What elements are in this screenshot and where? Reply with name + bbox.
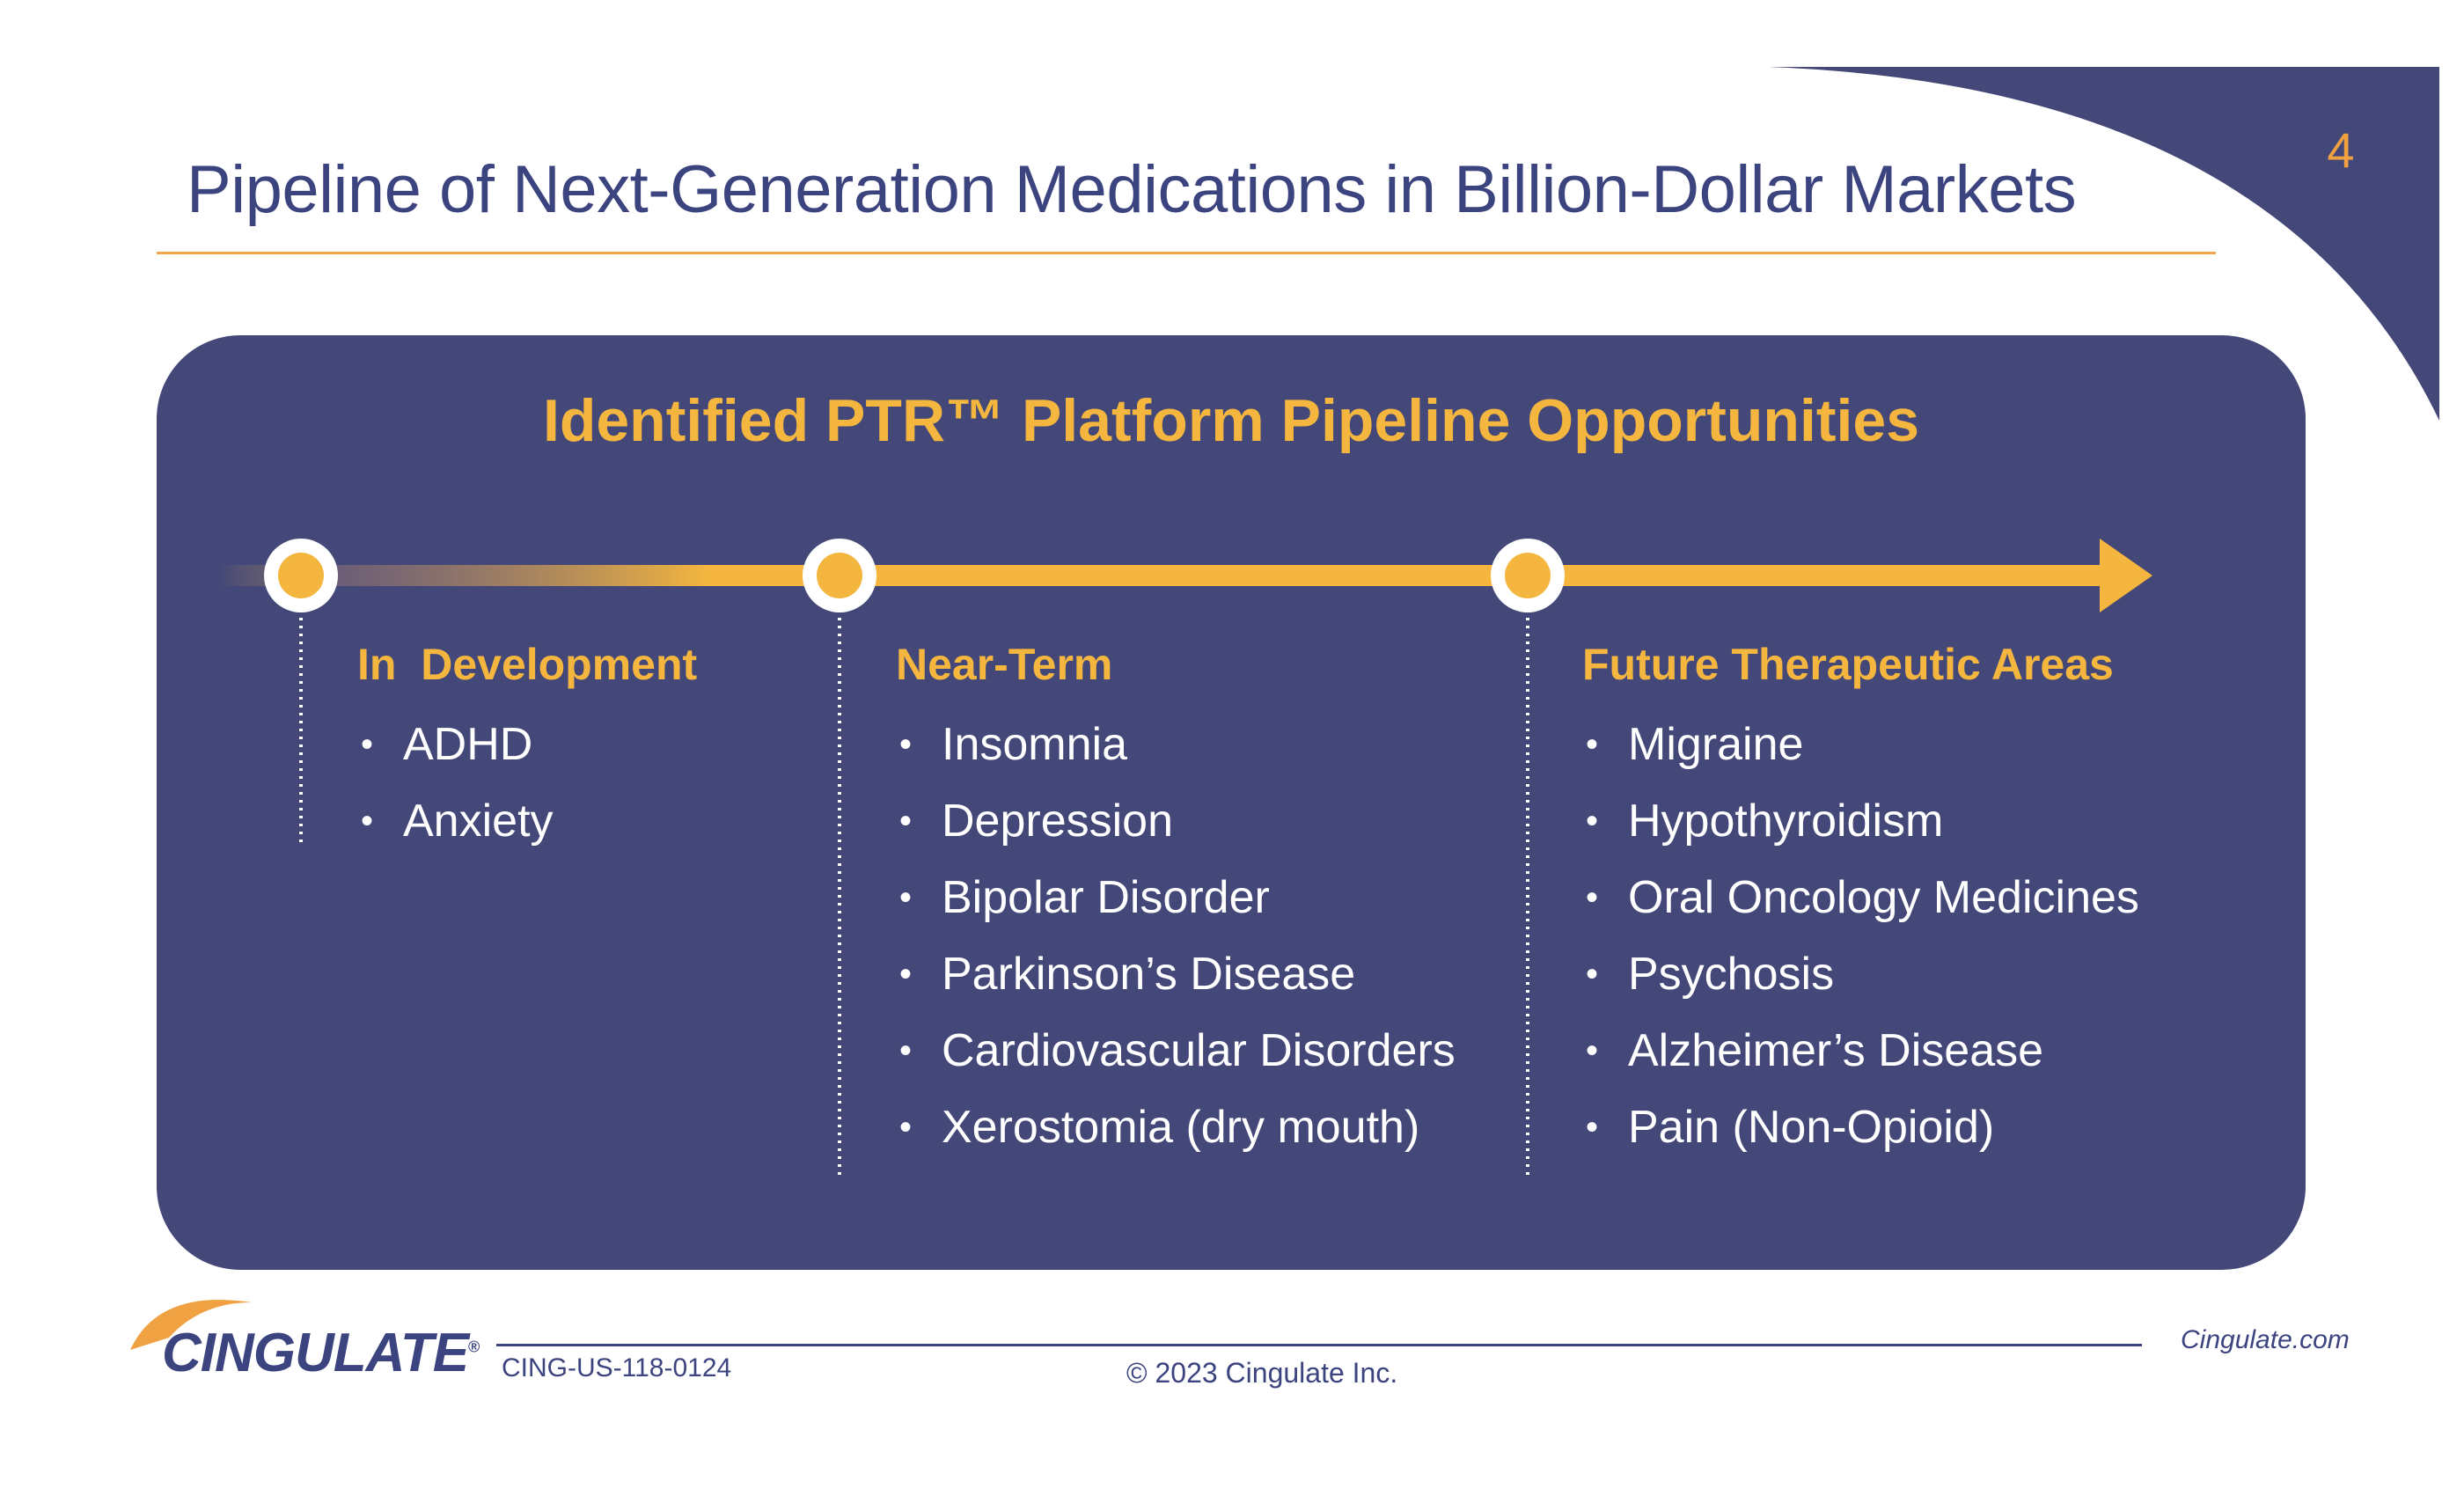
list-item: • Oral Oncology Medicines	[1586, 872, 2139, 923]
column-heading: Future Therapeutic Areas	[1582, 640, 2114, 689]
list-item: • Alzheimer’s Disease	[1586, 1025, 2044, 1076]
logo-swoosh-icon	[130, 1300, 252, 1350]
column-heading: Near-Term	[896, 640, 1113, 689]
website-link[interactable]: Cingulate.com	[2181, 1325, 2350, 1354]
title-divider	[157, 252, 2216, 254]
column-near-term: Near-Term • Insomnia • Depression • Bipolar…	[896, 639, 1456, 1169]
list-item: • Anxiety	[361, 796, 554, 847]
column-in-development: In Development • ADHD • Anxiety	[357, 639, 697, 862]
copyright: © 2023 Cingulate Inc.	[1126, 1357, 1398, 1389]
list-item: • Insomnia	[899, 719, 1127, 770]
timeline-marker-1	[264, 539, 338, 612]
list-item: • Migraine	[1586, 719, 1804, 770]
timeline-bar	[218, 565, 2101, 586]
item-list: • ADHD • Anxiety	[357, 709, 697, 862]
list-item: • Xerostomia (dry mouth)	[899, 1102, 1420, 1153]
footer-divider	[496, 1344, 2142, 1346]
item-list: • Migraine • Hypothyroidism • Oral Oncology…	[1582, 709, 2139, 1169]
list-item: • Cardiovascular Disorders	[899, 1025, 1456, 1076]
cingulate-logo: CINGULATE®	[123, 1287, 480, 1392]
timeline-marker-3	[1491, 539, 1565, 612]
pipeline-panel: Identified PTR™ Platform Pipeline Opport…	[157, 335, 2306, 1270]
list-item: • Psychosis	[1586, 949, 1835, 1000]
list-item: • Pain (Non-Opioid)	[1586, 1102, 1995, 1153]
page-number: 4	[2327, 122, 2355, 178]
list-item: • ADHD	[361, 719, 533, 770]
list-item: • Depression	[899, 796, 1174, 847]
list-item: • Bipolar Disorder	[899, 872, 1270, 923]
timeline-arrowhead	[2100, 539, 2152, 612]
list-item: • Parkinson’s Disease	[899, 949, 1356, 1000]
panel-title: Identified PTR™ Platform Pipeline Opport…	[542, 387, 1920, 454]
page-title: Pipeline of Next-Generation Medications …	[187, 152, 2077, 227]
list-item: • Hypothyroidism	[1586, 796, 1944, 847]
logo-text: CINGULATE	[162, 1323, 469, 1383]
column-heading: In Development	[357, 640, 698, 689]
column-future-therapeutic-areas: Future Therapeutic Areas • Migraine • Hypo…	[1582, 639, 2139, 1169]
document-code: CING-US-118-0124	[502, 1353, 732, 1382]
registered-mark: ®	[468, 1338, 480, 1356]
timeline-marker-2	[803, 539, 876, 612]
item-list: • Insomnia • Depression • Bipolar Disorder …	[896, 709, 1456, 1169]
